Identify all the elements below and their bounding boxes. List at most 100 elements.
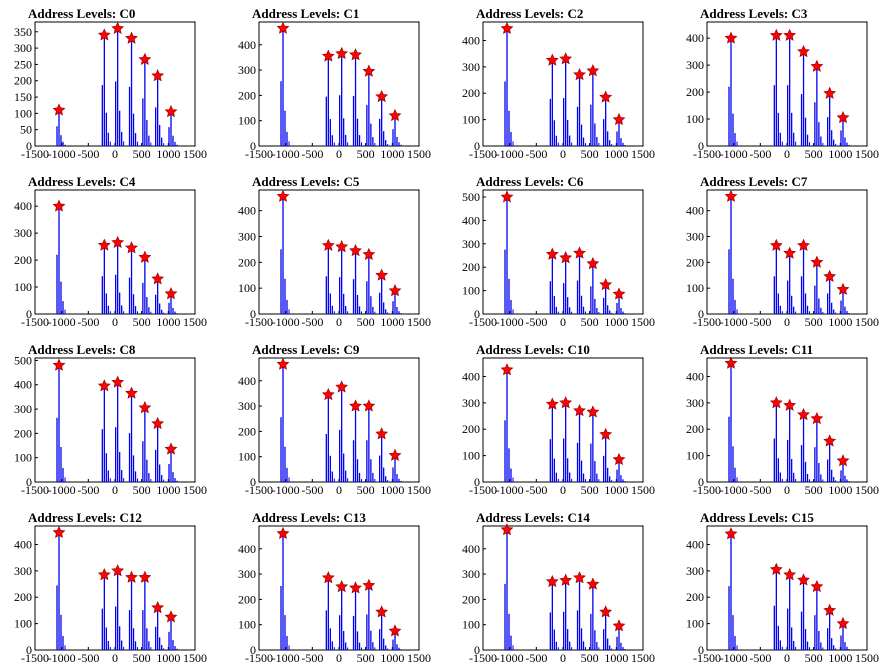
peak-marker bbox=[836, 454, 850, 467]
peak-marker bbox=[138, 52, 152, 66]
y-tick-label: 0 bbox=[474, 643, 480, 657]
x-tick-label: 0 bbox=[784, 483, 790, 497]
peak-marker bbox=[783, 28, 797, 41]
y-tick-label: 0 bbox=[250, 307, 256, 321]
subplot-8: Address Levels: C80100200300400500-1500-… bbox=[14, 342, 207, 497]
peak-marker bbox=[810, 59, 824, 72]
x-tick-label: 1000 bbox=[380, 483, 404, 497]
peak-marker bbox=[783, 246, 797, 259]
peak-marker bbox=[573, 404, 586, 417]
peak-marker bbox=[810, 255, 824, 268]
y-tick-label: 400 bbox=[462, 33, 480, 47]
x-tick-label: 0 bbox=[336, 483, 342, 497]
peak-marker bbox=[586, 256, 600, 270]
x-tick-label: 0 bbox=[112, 315, 118, 329]
x-tick-label: 1500 bbox=[183, 483, 207, 497]
x-tick-label: 0 bbox=[336, 315, 342, 329]
peak-marker bbox=[724, 356, 738, 369]
x-tick-label: -1000 bbox=[496, 651, 524, 665]
x-tick-label: -1500 bbox=[21, 651, 49, 665]
peak-marker bbox=[362, 399, 376, 412]
peak-marker bbox=[586, 64, 600, 77]
y-tick-label: 100 bbox=[238, 114, 256, 128]
peak-marker bbox=[52, 525, 66, 538]
x-tick-label: 1000 bbox=[828, 315, 852, 329]
y-tick-label: 200 bbox=[238, 255, 256, 269]
x-tick-label: -500 bbox=[525, 147, 547, 161]
y-tick-label: 0 bbox=[26, 475, 32, 489]
peak-marker bbox=[375, 268, 389, 281]
x-tick-label: 1500 bbox=[183, 315, 207, 329]
y-tick-label: 400 bbox=[14, 378, 32, 392]
y-tick-label: 100 bbox=[462, 113, 480, 127]
x-tick-label: -500 bbox=[77, 147, 99, 161]
x-tick-label: -1000 bbox=[720, 651, 748, 665]
subplot-11: Address Levels: C11 0 100 200 300 400 -1500-10… bbox=[686, 342, 879, 497]
x-tick-label: -1500 bbox=[245, 483, 273, 497]
peak-marker bbox=[97, 568, 111, 581]
y-tick-label: 100 bbox=[238, 281, 256, 295]
x-tick-label: -1500 bbox=[21, 483, 49, 497]
x-tick-label: 1500 bbox=[407, 147, 431, 161]
peak-marker bbox=[335, 240, 349, 253]
peak-marker bbox=[823, 269, 837, 283]
peak-marker bbox=[276, 189, 290, 202]
peak-marker bbox=[125, 386, 138, 399]
y-tick-label: 300 bbox=[462, 237, 480, 251]
peak-marker bbox=[823, 434, 837, 447]
peak-marker bbox=[349, 581, 362, 594]
peak-marker bbox=[164, 442, 178, 455]
peak-marker bbox=[573, 571, 586, 584]
x-tick-label: -500 bbox=[525, 483, 547, 497]
y-tick-label: 50 bbox=[20, 123, 32, 137]
x-tick-label: -500 bbox=[77, 651, 99, 665]
peak-marker bbox=[612, 112, 626, 126]
x-tick-label: -500 bbox=[77, 483, 99, 497]
x-tick-label: 1500 bbox=[855, 315, 879, 329]
subplot-title: Address Levels: C1 bbox=[252, 6, 359, 21]
x-tick-label: -500 bbox=[749, 147, 771, 161]
x-tick-label: 1000 bbox=[156, 315, 180, 329]
peak-marker bbox=[111, 21, 125, 35]
x-tick-label: -1500 bbox=[693, 315, 721, 329]
y-tick-label: 100 bbox=[686, 112, 704, 126]
y-tick-label: 100 bbox=[14, 280, 32, 294]
peak-marker bbox=[724, 189, 738, 202]
x-tick-label: -1000 bbox=[48, 483, 76, 497]
y-tick-label: 300 bbox=[686, 230, 704, 244]
x-tick-label: 0 bbox=[560, 483, 566, 497]
y-tick-label: 0 bbox=[26, 643, 32, 657]
x-tick-label: -1000 bbox=[272, 651, 300, 665]
peak-marker bbox=[769, 396, 783, 409]
y-tick-label: 100 bbox=[686, 449, 704, 463]
peak-marker bbox=[52, 103, 66, 116]
x-tick-label: 0 bbox=[336, 147, 342, 161]
x-tick-label: 1500 bbox=[855, 147, 879, 161]
y-tick-label: 500 bbox=[14, 353, 32, 367]
x-tick-label: -1500 bbox=[469, 483, 497, 497]
y-tick-label: 300 bbox=[14, 402, 32, 416]
subplot-5: Address Levels: C5 0 100 200 300 400 -1500-100… bbox=[238, 174, 431, 329]
peak-marker bbox=[586, 577, 600, 590]
x-tick-label: -1000 bbox=[48, 315, 76, 329]
x-tick-label: 500 bbox=[357, 483, 375, 497]
y-tick-label: 300 bbox=[238, 567, 256, 581]
y-tick-label: 300 bbox=[238, 63, 256, 77]
x-tick-label: 500 bbox=[581, 147, 599, 161]
peak-marker bbox=[151, 69, 165, 82]
x-tick-label: 500 bbox=[581, 315, 599, 329]
x-tick-label: -1500 bbox=[469, 315, 497, 329]
peak-marker bbox=[138, 570, 152, 583]
peak-marker bbox=[500, 190, 514, 203]
y-tick-label: 400 bbox=[238, 374, 256, 388]
peak-marker bbox=[599, 605, 613, 618]
peak-marker bbox=[599, 427, 613, 441]
x-tick-label: 0 bbox=[560, 315, 566, 329]
y-tick-label: 400 bbox=[686, 537, 704, 551]
y-tick-label: 150 bbox=[14, 90, 32, 104]
x-tick-label: 500 bbox=[805, 483, 823, 497]
peak-marker bbox=[500, 523, 514, 536]
y-tick-label: 100 bbox=[14, 451, 32, 465]
x-tick-label: 500 bbox=[581, 651, 599, 665]
x-tick-label: 500 bbox=[805, 315, 823, 329]
